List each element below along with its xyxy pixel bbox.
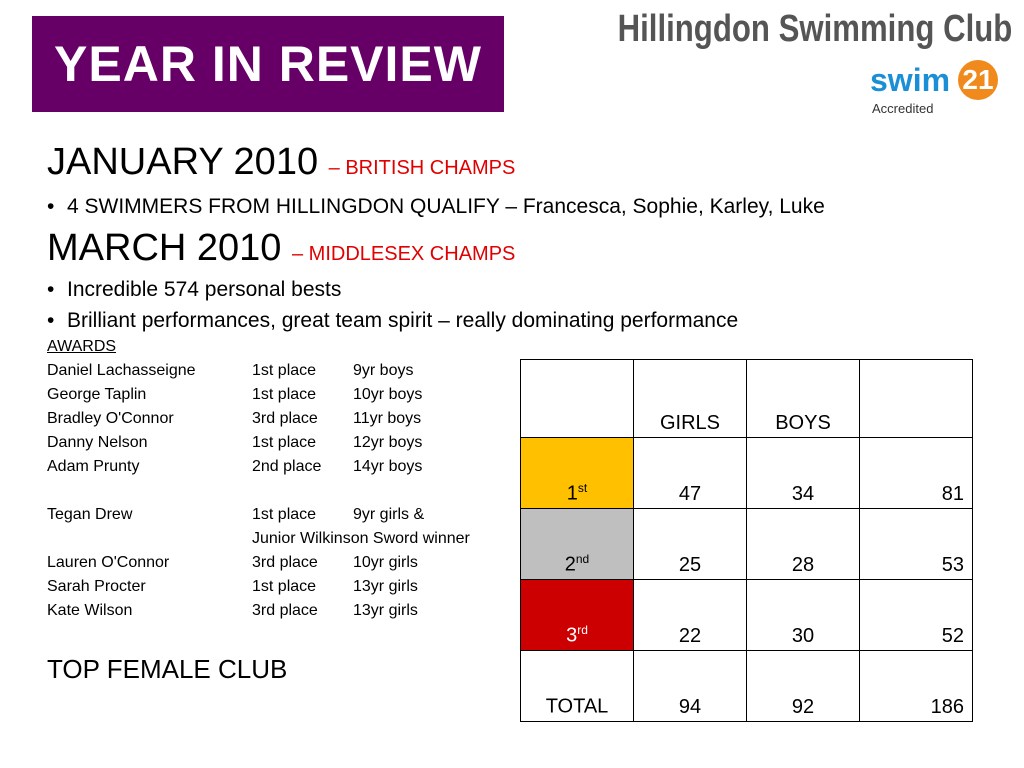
section-subtitle: – BRITISH CHAMPS	[328, 157, 516, 179]
logo-accredited-text: Accredited	[872, 101, 934, 116]
award-name: Bradley O'Connor	[47, 410, 174, 427]
award-name: Adam Prunty	[47, 458, 140, 475]
boys-cell: 34	[746, 437, 860, 509]
girls-cell: 25	[633, 508, 747, 580]
header-cell-boys: BOYS	[746, 359, 860, 438]
award-place: 1st place	[252, 578, 317, 595]
table-row: 2nd 25 28 53	[520, 508, 973, 580]
bullet-dot: •	[47, 278, 55, 301]
award-category: 9yr girls &	[353, 506, 425, 523]
award-place: 3rd place	[252, 410, 318, 427]
award-category: 14yr boys	[353, 458, 423, 475]
total-cell: 186	[859, 650, 973, 722]
award-place: 1st place	[252, 434, 317, 451]
award-place: 1st place	[252, 506, 317, 523]
section-heading-text: JANUARY 2010	[47, 141, 319, 183]
table-row: 3rd 22 30 52	[520, 579, 973, 651]
bullet-text: Incredible 574 personal bests	[67, 278, 342, 301]
place-cell: TOTAL	[520, 650, 634, 722]
table-row: 1st 47 34 81	[520, 437, 973, 509]
award-category: 11yr boys	[353, 410, 422, 427]
girls-cell: 47	[633, 437, 747, 509]
award-place: Junior Wilkinson Sword winner	[252, 530, 470, 547]
awards-title: AWARDS	[47, 338, 117, 355]
club-name: Hillingdon Swimming Club	[617, 8, 1012, 50]
award-name: Sarah Procter	[47, 578, 146, 595]
logo-swim-text: swim	[870, 62, 951, 98]
place-label: 2	[564, 554, 576, 576]
place-label: 3	[566, 625, 578, 647]
award-category: 13yr girls	[353, 578, 418, 595]
bullet-item: • 4 SWIMMERS FROM HILLINGDON QUALIFY – Fr…	[47, 195, 825, 219]
award-category: 13yr girls	[353, 602, 418, 619]
table-header-row: GIRLS BOYS	[520, 359, 973, 438]
title-banner: YEAR IN REVIEW	[32, 16, 504, 112]
place-suffix: rd	[577, 623, 588, 638]
results-table: GIRLS BOYS 1st 47 34 81 2nd 25 28 53 3rd…	[520, 359, 973, 722]
bullet-text: 4 SWIMMERS FROM HILLINGDON QUALIFY – Fra…	[67, 195, 825, 218]
place-cell: 3rd	[520, 579, 634, 651]
place-cell: 1st	[520, 437, 634, 509]
award-category: 10yr girls	[353, 554, 418, 571]
section-heading-january: JANUARY 2010 – BRITISH CHAMPS	[47, 142, 515, 188]
table-row: TOTAL 94 92 186	[520, 650, 973, 722]
top-female-club: TOP FEMALE CLUB	[47, 654, 288, 684]
header-cell-girls: GIRLS	[633, 359, 747, 438]
header-cell	[520, 359, 634, 438]
section-heading-march: MARCH 2010 – MIDDLESEX CHAMPS	[47, 228, 515, 274]
place-label: TOTAL	[545, 696, 609, 718]
award-name: Kate Wilson	[47, 602, 133, 619]
award-place: 1st place	[252, 386, 317, 403]
award-name: Danny Nelson	[47, 434, 148, 451]
award-name: Tegan Drew	[47, 506, 133, 523]
bullet-dot: •	[47, 309, 55, 332]
header-cell	[859, 359, 973, 438]
section-heading-text: MARCH 2010	[47, 227, 282, 269]
total-cell: 53	[859, 508, 973, 580]
logo-number-badge: 21	[958, 60, 998, 100]
boys-cell: 30	[746, 579, 860, 651]
award-place: 1st place	[252, 362, 317, 379]
bullet-text: Brilliant performances, great team spiri…	[67, 309, 739, 332]
bullet-item: • Incredible 574 personal bests	[47, 278, 341, 302]
place-suffix: st	[577, 481, 588, 496]
award-name: George Taplin	[47, 386, 147, 403]
award-place: 3rd place	[252, 554, 318, 571]
award-category: 9yr boys	[353, 362, 414, 379]
award-name: Daniel Lachasseigne	[47, 362, 196, 379]
section-subtitle: – MIDDLESEX CHAMPS	[291, 243, 516, 265]
boys-cell: 28	[746, 508, 860, 580]
girls-cell: 22	[633, 579, 747, 651]
total-cell: 81	[859, 437, 973, 509]
bullet-item: • Brilliant performances, great team spir…	[47, 309, 738, 333]
award-category: 12yr boys	[353, 434, 423, 451]
award-category: 10yr boys	[353, 386, 423, 403]
award-place: 2nd place	[252, 458, 322, 475]
place-label: 1	[566, 483, 578, 505]
page-title: YEAR IN REVIEW	[54, 36, 482, 92]
boys-cell: 92	[746, 650, 860, 722]
bullet-dot: •	[47, 195, 55, 218]
award-place: 3rd place	[252, 602, 318, 619]
total-cell: 52	[859, 579, 973, 651]
place-suffix: nd	[575, 552, 590, 567]
award-name: Lauren O'Connor	[47, 554, 170, 571]
place-cell: 2nd	[520, 508, 634, 580]
girls-cell: 94	[633, 650, 747, 722]
swim21-logo: swim 21 Accredited	[870, 60, 1000, 120]
